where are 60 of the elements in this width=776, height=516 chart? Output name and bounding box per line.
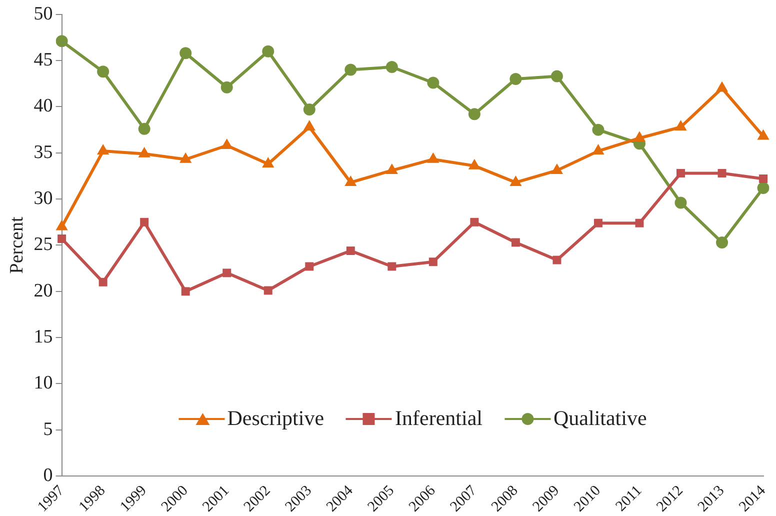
point [470, 218, 479, 226]
y-tick-label: 30 [34, 188, 53, 210]
legend-label: Descriptive [227, 406, 324, 432]
y-tick-label: 25 [34, 234, 53, 256]
point [138, 122, 150, 135]
y-tick-label: 40 [34, 96, 53, 117]
point [674, 196, 687, 209]
point [180, 47, 192, 60]
point [58, 234, 66, 244]
point [140, 218, 149, 226]
point [676, 168, 685, 178]
y-tick-label: 15 [34, 326, 53, 348]
point [468, 108, 480, 120]
point [511, 238, 520, 247]
point [674, 120, 687, 131]
point [552, 256, 562, 264]
y-axis-title: Percent [6, 216, 28, 274]
y-tick-label: 0 [43, 465, 53, 486]
x-tick-label: 2011 [612, 482, 646, 515]
point [181, 287, 190, 296]
y-tick-label: 50 [34, 3, 53, 24]
point [303, 104, 316, 116]
point [633, 131, 646, 142]
point [97, 66, 110, 78]
y-tick-label: 35 [34, 142, 53, 163]
point [346, 246, 355, 256]
legend-label: Inferential [395, 406, 482, 432]
point [428, 258, 438, 266]
x-tick-label: 1999 [117, 482, 150, 516]
point [220, 81, 233, 94]
point [220, 138, 233, 150]
point [635, 218, 644, 228]
point [427, 76, 440, 89]
point [222, 268, 232, 278]
point [97, 144, 110, 155]
point [56, 35, 68, 48]
point [262, 45, 274, 58]
point [718, 168, 726, 178]
point [759, 174, 768, 183]
point [510, 73, 522, 86]
legend-label: Qualitative [554, 406, 647, 432]
point [303, 120, 316, 131]
point [594, 218, 602, 228]
point [388, 262, 396, 271]
y-tick-label: 10 [34, 372, 53, 394]
point [386, 61, 398, 74]
point [592, 144, 604, 155]
point [757, 182, 770, 194]
point [305, 262, 314, 271]
y-tick-label: 20 [34, 280, 53, 302]
point [98, 278, 108, 286]
point [264, 286, 272, 295]
point [716, 236, 728, 248]
point [550, 70, 563, 82]
y-tick-label: 45 [34, 50, 53, 71]
point [716, 81, 728, 92]
y-tick-label: 5 [43, 418, 53, 440]
point [592, 124, 604, 136]
point [757, 129, 770, 140]
point [344, 64, 357, 76]
